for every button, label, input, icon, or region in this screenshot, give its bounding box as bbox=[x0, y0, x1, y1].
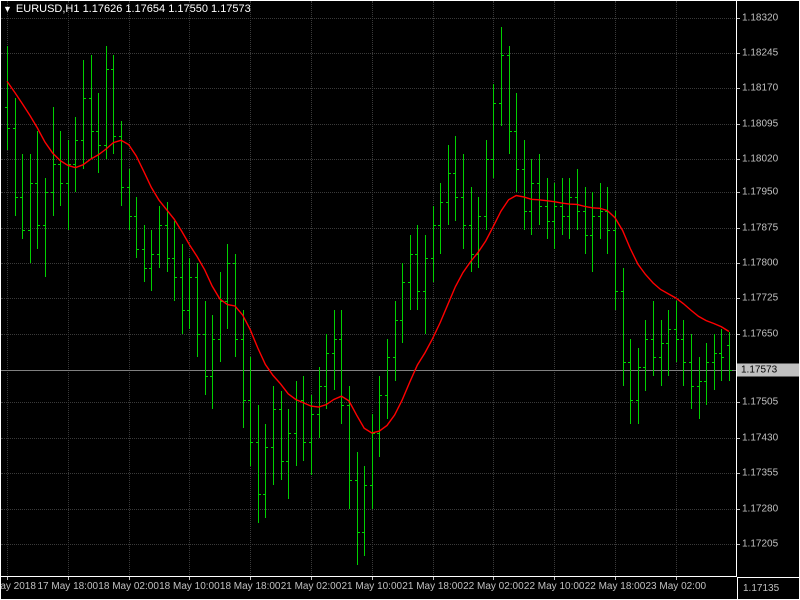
time-tick: 18 May 02:00 bbox=[98, 581, 159, 592]
time-tick: 22 May 02:00 bbox=[463, 581, 524, 592]
time-tick: 18 May 18:00 bbox=[220, 581, 281, 592]
price-tick: 1.17725 bbox=[737, 293, 799, 304]
time-tick: 22 May 10:00 bbox=[524, 581, 585, 592]
price-tick: 1.17280 bbox=[737, 503, 799, 514]
price-tick: 1.17800 bbox=[737, 258, 799, 269]
price-tick: 1.17950 bbox=[737, 187, 799, 198]
time-tick: 21 May 10:00 bbox=[341, 581, 402, 592]
price-tick: 1.17355 bbox=[737, 468, 799, 479]
price-tick: 1.17205 bbox=[737, 538, 799, 549]
price-tick: 1.17505 bbox=[737, 397, 799, 408]
time-tick: 23 May 02:00 bbox=[645, 581, 706, 592]
chart-window[interactable]: ▼ EURUSD,H1 1.17626 1.17654 1.17550 1.17… bbox=[0, 0, 800, 600]
symbol-timeframe: EURUSD,H1 bbox=[16, 3, 80, 15]
time-axis: 17 May 201817 May 18:0018 May 02:0018 Ma… bbox=[1, 576, 737, 599]
dropdown-icon[interactable]: ▼ bbox=[3, 4, 12, 14]
bottom-right-price: 1.17135 bbox=[737, 577, 799, 599]
time-tick: 17 May 18:00 bbox=[37, 581, 98, 592]
price-tick: 1.17430 bbox=[737, 432, 799, 443]
price-tick: 1.18095 bbox=[737, 118, 799, 129]
time-tick: 18 May 10:00 bbox=[159, 581, 220, 592]
price-tick: 1.18170 bbox=[737, 83, 799, 94]
time-tick: 17 May 2018 bbox=[0, 581, 36, 592]
price-tick: 1.17650 bbox=[737, 328, 799, 339]
time-tick: 21 May 18:00 bbox=[402, 581, 463, 592]
current-price-tag: 1.17573 bbox=[737, 364, 799, 377]
price-axis: 1.18320 1.18245 1.18170 1.18095 1.18020 1.179… bbox=[736, 1, 799, 577]
time-tick: 21 May 02:00 bbox=[281, 581, 342, 592]
ohlc-readout: 1.17626 1.17654 1.17550 1.17573 bbox=[83, 3, 251, 15]
price-tick: 1.18020 bbox=[737, 154, 799, 165]
price-tick: 1.17875 bbox=[737, 222, 799, 233]
price-tick: 1.18245 bbox=[737, 47, 799, 58]
plot-area[interactable] bbox=[1, 1, 737, 577]
time-tick: 22 May 18:00 bbox=[585, 581, 646, 592]
price-tick: 1.18320 bbox=[737, 12, 799, 23]
current-price-line bbox=[1, 370, 737, 371]
chart-title: ▼ EURUSD,H1 1.17626 1.17654 1.17550 1.17… bbox=[3, 3, 251, 15]
